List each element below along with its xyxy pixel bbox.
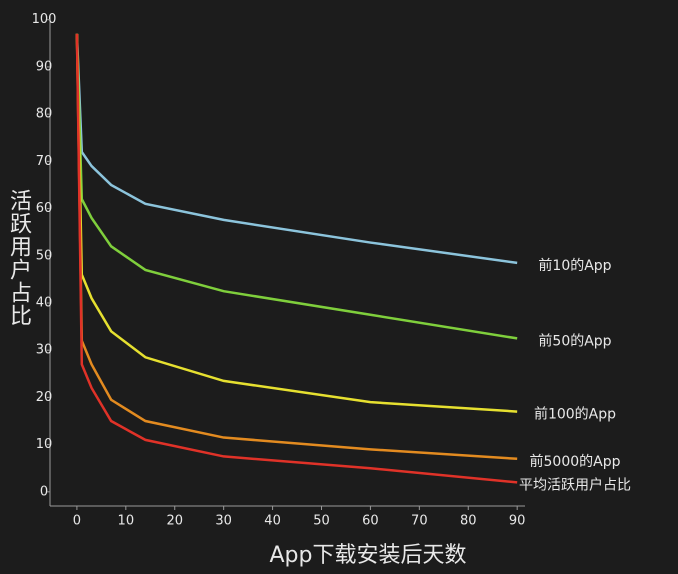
x-tick-label: 20 [166, 514, 183, 529]
y-tick-label: 40 [36, 295, 53, 310]
series-label: 前10的App [538, 257, 611, 274]
y-tick-label: 70 [36, 154, 53, 169]
x-tick-label: 70 [411, 514, 428, 529]
series-label: 前100的App [534, 406, 616, 423]
y-tick-label: 100 [32, 12, 57, 27]
x-tick-label: 80 [460, 514, 477, 529]
series-label: 前50的App [538, 332, 611, 349]
x-tick-label: 50 [313, 514, 330, 529]
series-line [75, 33, 518, 340]
x-tick-label: 60 [362, 514, 379, 529]
y-tick-label: 10 [36, 437, 53, 452]
x-tick-label: 40 [264, 514, 281, 529]
x-tick-label: 90 [509, 514, 526, 529]
y-axis-title: 活跃用户占比 [6, 189, 32, 327]
y-tick-label: 30 [36, 343, 53, 358]
series-label: 平均活跃用户占比 [519, 476, 631, 493]
y-tick-label: 60 [36, 201, 53, 216]
y-tick-label: 90 [36, 59, 53, 74]
x-tick-label: 10 [118, 514, 135, 529]
series-line [75, 33, 518, 484]
series-label: 前5000的App [530, 453, 621, 470]
series-line [75, 33, 518, 265]
y-tick-label: 80 [36, 107, 53, 122]
x-tick-label: 0 [73, 514, 81, 529]
series-line [75, 33, 518, 461]
y-tick-label: 50 [36, 248, 53, 263]
y-tick-label: 20 [36, 390, 53, 405]
y-tick-label: 0 [40, 484, 48, 499]
x-tick-label: 30 [215, 514, 232, 529]
x-axis-title: App下载安装后天数 [270, 543, 467, 568]
series-line [75, 33, 518, 413]
